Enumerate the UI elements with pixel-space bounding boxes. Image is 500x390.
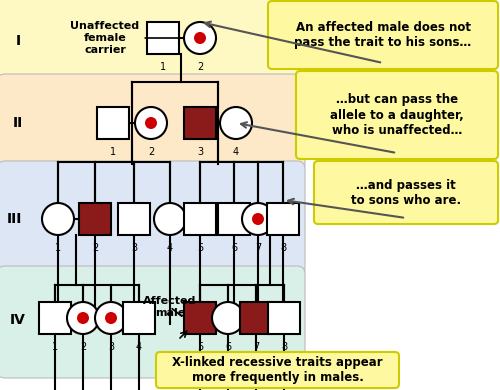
Bar [218, 203, 250, 235]
Text: 7: 7 [255, 243, 261, 253]
Text: Affected
male: Affected male [144, 296, 197, 318]
Text: 1: 1 [55, 243, 61, 253]
Bar [123, 302, 155, 334]
Bar [184, 302, 216, 334]
Ellipse shape [145, 117, 157, 129]
Bar [240, 302, 272, 334]
Text: 1: 1 [110, 147, 116, 157]
Ellipse shape [42, 203, 74, 235]
Text: IV: IV [10, 313, 26, 327]
Bar [79, 203, 111, 235]
FancyBboxPatch shape [0, 0, 305, 85]
Text: I: I [16, 34, 20, 48]
Ellipse shape [184, 22, 216, 54]
FancyBboxPatch shape [0, 74, 305, 172]
Text: Unaffected
female
carrier: Unaffected female carrier [70, 21, 181, 55]
Ellipse shape [212, 302, 244, 334]
Ellipse shape [242, 203, 274, 235]
Ellipse shape [77, 312, 89, 324]
FancyBboxPatch shape [156, 352, 399, 388]
Text: II: II [13, 116, 23, 130]
FancyBboxPatch shape [0, 266, 305, 378]
Bar [268, 302, 300, 334]
Ellipse shape [154, 203, 186, 235]
Text: …and passes it
to sons who are.: …and passes it to sons who are. [351, 179, 461, 206]
Text: 4: 4 [233, 147, 239, 157]
Text: 3: 3 [197, 147, 203, 157]
Text: 5: 5 [197, 342, 203, 352]
Ellipse shape [220, 107, 252, 139]
Ellipse shape [194, 32, 206, 44]
Text: 4: 4 [167, 243, 173, 253]
Bar [39, 302, 71, 334]
Bar [118, 203, 150, 235]
Text: 1: 1 [52, 342, 58, 352]
Text: X-linked recessive traits appear
more frequently in males.: X-linked recessive traits appear more fr… [172, 356, 383, 384]
Text: 3: 3 [108, 342, 114, 352]
Text: 2: 2 [80, 342, 86, 352]
FancyBboxPatch shape [0, 161, 305, 277]
Bar [184, 107, 216, 139]
Bar [97, 107, 129, 139]
Ellipse shape [67, 302, 99, 334]
Text: 8: 8 [281, 342, 287, 352]
Text: 4: 4 [136, 342, 142, 352]
Text: 2: 2 [197, 62, 203, 72]
Text: 2: 2 [148, 147, 154, 157]
Text: 1: 1 [160, 62, 166, 72]
Text: 2: 2 [92, 243, 98, 253]
Bar [267, 203, 299, 235]
Bar [184, 203, 216, 235]
Text: 7: 7 [253, 342, 259, 352]
FancyBboxPatch shape [268, 1, 498, 69]
Text: …but can pass the
allele to a daughter,
who is unaffected…: …but can pass the allele to a daughter, … [330, 94, 464, 136]
Text: An affected male does not
pass the trait to his sons…: An affected male does not pass the trait… [294, 21, 472, 49]
Text: 5: 5 [197, 243, 203, 253]
Text: 6: 6 [231, 243, 237, 253]
FancyBboxPatch shape [314, 161, 498, 224]
Ellipse shape [252, 213, 264, 225]
Text: 6: 6 [225, 342, 231, 352]
Text: 8: 8 [280, 243, 286, 253]
Ellipse shape [105, 312, 117, 324]
Ellipse shape [135, 107, 167, 139]
Text: 3: 3 [131, 243, 137, 253]
Text: III: III [6, 212, 22, 226]
FancyBboxPatch shape [296, 71, 498, 159]
Ellipse shape [95, 302, 127, 334]
Bar [147, 22, 179, 54]
